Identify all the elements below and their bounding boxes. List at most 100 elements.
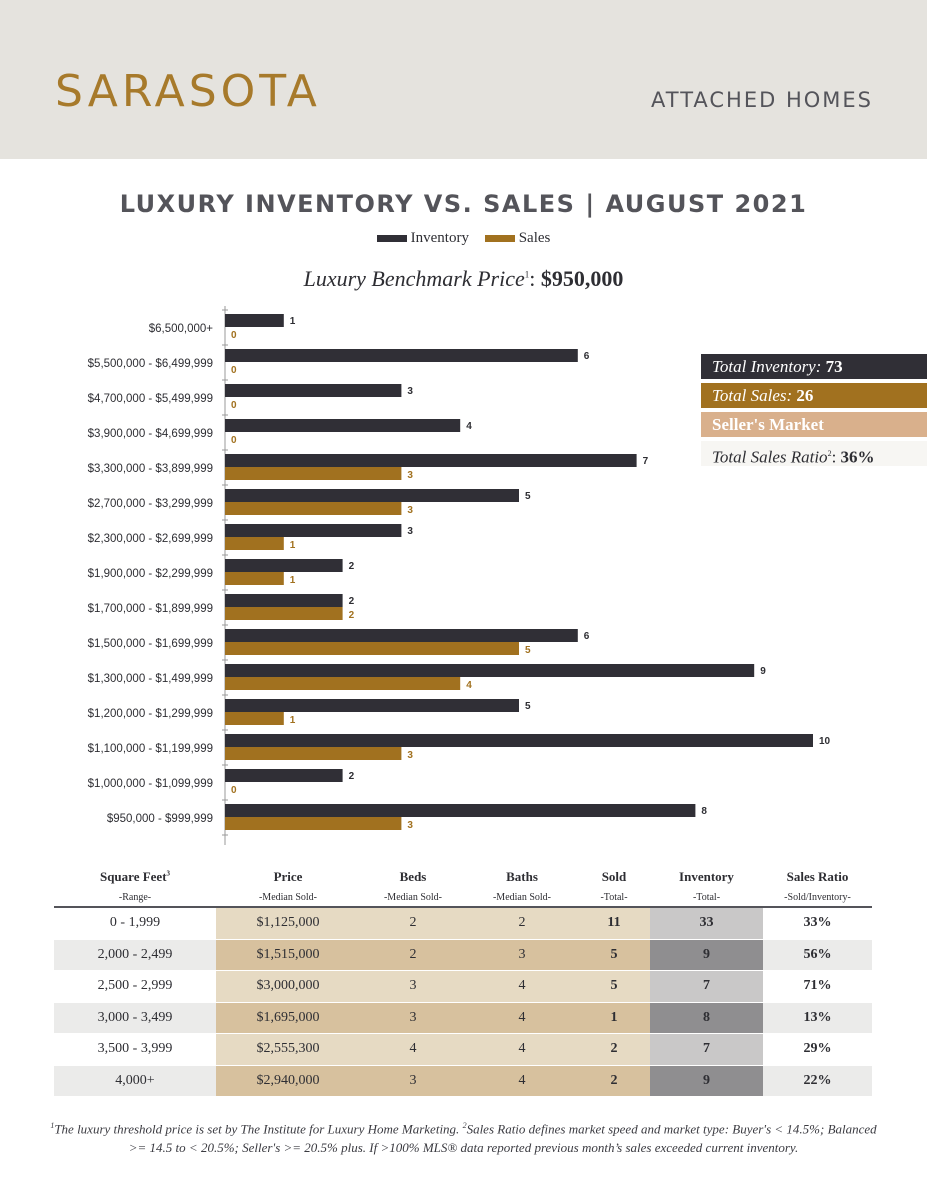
table-cell: 3,000 - 3,499 [54, 1001, 216, 1034]
table-cell: 13% [763, 1001, 872, 1034]
legend-item-sales: Sales [484, 230, 550, 247]
table-cell: 2 [360, 938, 466, 971]
sales-ratio-sup: 2 [827, 449, 832, 458]
table-cell: 33 [650, 906, 763, 939]
table-cell: 5 [578, 938, 650, 971]
sales-value-label: 3 [407, 470, 413, 481]
table-cell: 0 - 1,999 [54, 906, 216, 939]
table-cell: 4 [466, 970, 578, 1002]
inventory-bar [225, 699, 519, 712]
sales-value-label: 1 [290, 715, 296, 726]
chart-legend: Inventory Sales [0, 230, 927, 247]
total-inventory-value: 73 [825, 357, 843, 376]
category-label: $1,500,000 - $1,699,999 [88, 638, 213, 650]
table-header-row: Square Feet3 Price Beds Baths Sold Inven… [54, 866, 872, 888]
inventory-bar [225, 734, 813, 747]
table-cell: 8 [650, 1001, 763, 1034]
total-inventory-box: Total Inventory: 73 [701, 354, 927, 379]
table-cell: 33% [763, 906, 872, 939]
sales-bar [225, 712, 284, 725]
col-sub-range: -Range- [54, 888, 216, 908]
table-cell: 9 [650, 1064, 763, 1096]
footnote-text-2: Sales Ratio defines market speed and mar… [128, 1121, 877, 1156]
category-label: $1,300,000 - $1,499,999 [88, 673, 213, 685]
sales-bar [225, 642, 519, 655]
col-header-price: Price [273, 869, 303, 884]
legend-swatch-inventory [376, 235, 407, 243]
sales-value-label: 5 [525, 645, 531, 656]
total-inventory-label: Total Inventory: [712, 357, 822, 376]
col-sup: 3 [166, 869, 171, 878]
inventory-bar [225, 419, 461, 432]
sales-ratio-value: 36% [840, 447, 875, 467]
table-cell: 71% [763, 970, 872, 1002]
sales-bar [225, 817, 402, 830]
col-sub-baths: -Median Sold- [466, 888, 578, 908]
table-cell: 4 [466, 1064, 578, 1096]
chart-title: LUXURY INVENTORY VS. SALES | AUGUST 2021 [119, 190, 808, 218]
sales-value-label: 4 [466, 680, 472, 691]
inventory-value-label: 9 [760, 666, 766, 677]
benchmark-value: $950,000 [540, 266, 624, 291]
table-row: 2,500 - 2,999 $3,000,000 3 4 5 7 71% [54, 970, 872, 1002]
sales-bar [225, 467, 402, 480]
table-cell: 2,000 - 2,499 [54, 938, 216, 971]
sales-value-label: 1 [290, 575, 296, 586]
sales-value-label: 3 [407, 505, 413, 516]
benchmark-sup: 1 [524, 269, 530, 280]
table-cell: 2 [360, 906, 466, 939]
brand-title: SARASOTA [55, 66, 321, 117]
inventory-bar [225, 804, 696, 817]
table-cell: 4 [360, 1033, 466, 1065]
legend-label-inventory: Inventory [410, 230, 469, 246]
total-sales-value: 26 [796, 386, 814, 405]
table-row: 0 - 1,999 $1,125,000 2 2 11 33 33% [54, 906, 872, 939]
bar-chart: $6,500,000+10$5,500,000 - $6,499,99960$4… [88, 306, 831, 845]
inventory-value-label: 1 [290, 316, 296, 327]
inventory-value-label: 2 [349, 771, 355, 782]
sales-bar [225, 502, 402, 515]
total-sales-box: Total Sales: 26 [701, 383, 927, 408]
category-label: $1,000,000 - $1,099,999 [88, 778, 213, 790]
table-cell: $2,555,300 [216, 1033, 360, 1065]
inventory-value-label: 2 [349, 596, 355, 607]
sales-value-label: 0 [231, 435, 237, 446]
inventory-bar [225, 559, 343, 572]
inventory-value-label: 6 [584, 351, 590, 362]
col-header-beds: Beds [399, 869, 427, 884]
sales-ratio-box: Total Sales Ratio2: 36% [701, 441, 927, 467]
col-sub-price: -Median Sold- [216, 888, 360, 908]
table-cell: 3 [360, 970, 466, 1002]
inventory-value-label: 4 [466, 421, 472, 432]
table-cell: 3 [466, 938, 578, 971]
table-cell: 22% [763, 1064, 872, 1096]
sales-value-label: 1 [290, 540, 296, 551]
total-sales-label: Total Sales: [712, 386, 793, 405]
sales-value-label: 3 [407, 820, 413, 831]
category-label: $1,200,000 - $1,299,999 [88, 708, 213, 720]
table-row: 2,000 - 2,499 $1,515,000 2 3 5 9 56% [54, 938, 872, 971]
table-cell: 3 [360, 1064, 466, 1096]
table-cell: 2 [578, 1064, 650, 1096]
inventory-bar [225, 594, 343, 607]
footnote-sup-2: 2 [462, 1121, 467, 1130]
page-header: SARASOTA ATTACHED HOMES [0, 0, 927, 159]
table-cell: 4 [466, 1001, 578, 1034]
sales-bar [225, 537, 284, 550]
inventory-bar [225, 349, 578, 362]
table-cell: 3,500 - 3,999 [54, 1033, 216, 1065]
footnote-sup-1: 1 [50, 1121, 55, 1130]
table-cell: 2 [578, 1033, 650, 1065]
inventory-value-label: 5 [525, 491, 531, 502]
table-cell: 7 [650, 970, 763, 1002]
table-cell: 1 [578, 1001, 650, 1034]
table-row: 3,500 - 3,999 $2,555,300 4 4 2 7 29% [54, 1033, 872, 1065]
table-row: 3,000 - 3,499 $1,695,000 3 4 1 8 13% [54, 1001, 872, 1034]
table-cell: 56% [763, 938, 872, 971]
sales-bar [225, 747, 402, 760]
benchmark-label: Luxury Benchmark Price [303, 266, 525, 291]
inventory-value-label: 6 [584, 631, 590, 642]
table-cell: $2,940,000 [216, 1064, 360, 1096]
col-label: Square Feet [99, 869, 167, 884]
table-row: 4,000+ $2,940,000 3 4 2 9 22% [54, 1064, 872, 1096]
